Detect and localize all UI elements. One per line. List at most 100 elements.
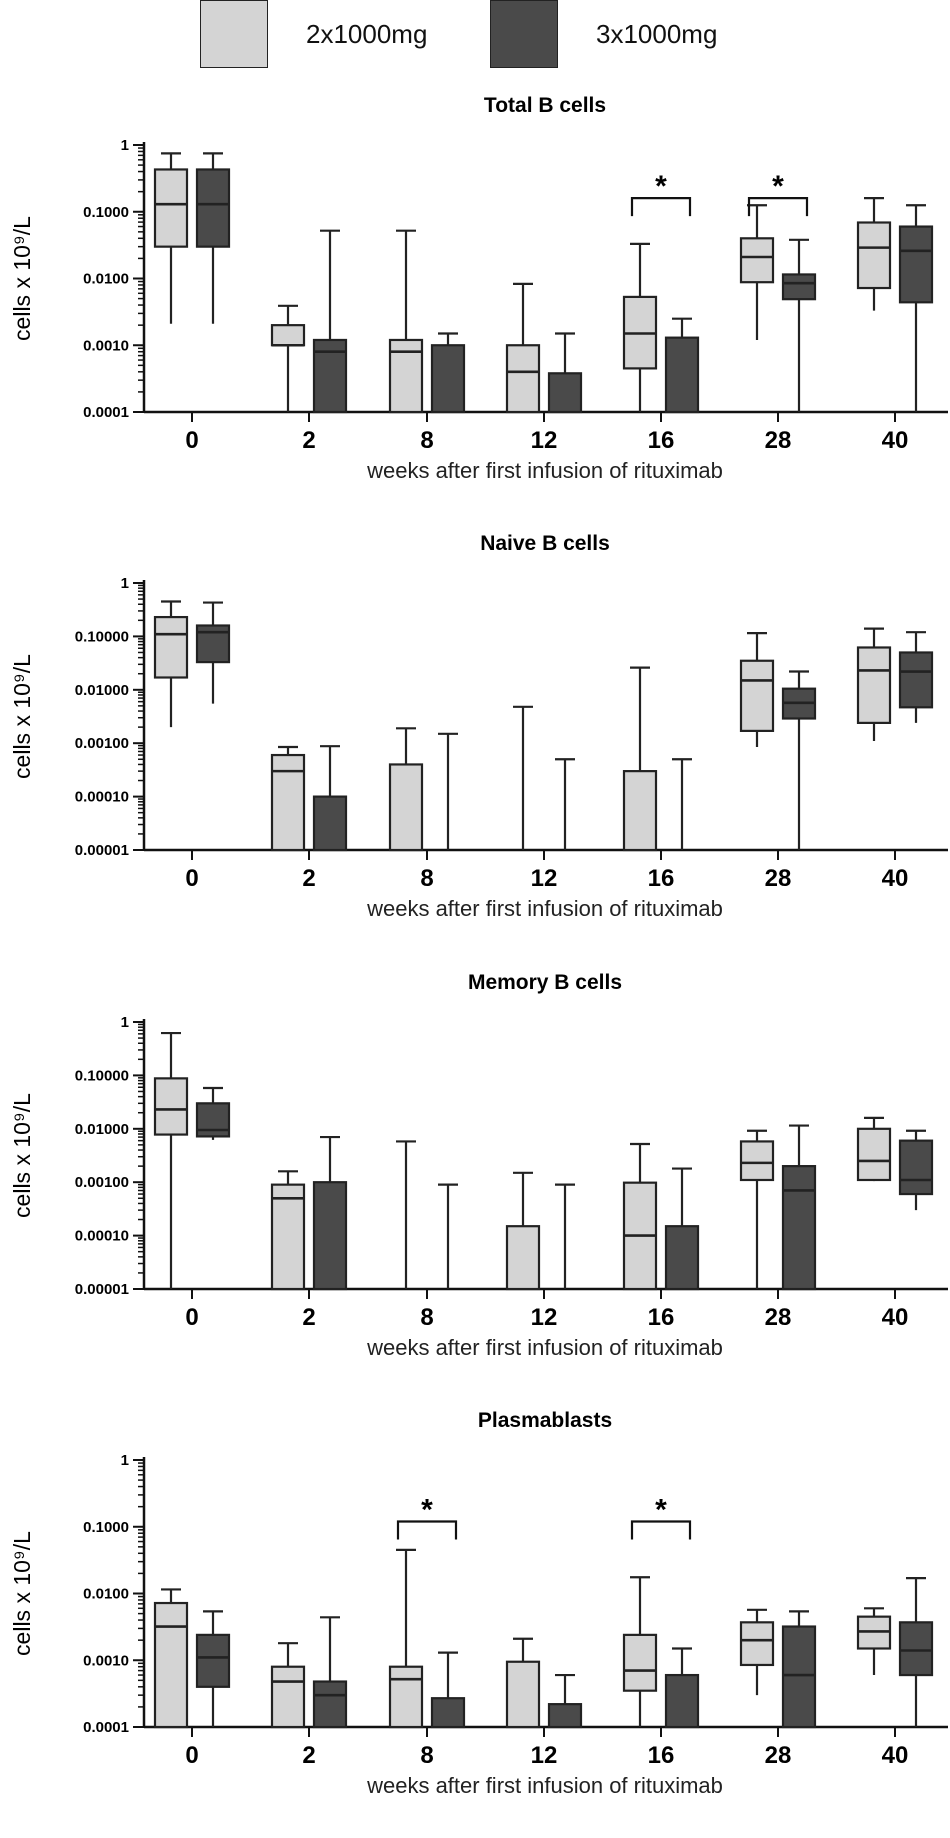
y-tick-label: 0.00100 xyxy=(75,1174,129,1191)
box xyxy=(505,344,541,414)
chart-panel-naive-b-cells: Naive B cells 1 0.10000 0.01000 0.00100 0.000… xyxy=(9,532,948,921)
y-tick-label: 0.0001 xyxy=(83,1719,129,1736)
y-tick-label: 0.0100 xyxy=(83,1586,129,1603)
x-tick-label: 12 xyxy=(531,1742,558,1769)
x-tick-label: 28 xyxy=(765,1304,792,1331)
y-tick-label: 0.01000 xyxy=(75,682,129,699)
box xyxy=(388,763,424,852)
box xyxy=(430,1697,466,1729)
box xyxy=(270,1183,306,1291)
significance-bracket xyxy=(747,197,809,217)
box xyxy=(664,336,700,414)
box xyxy=(270,753,306,852)
box xyxy=(505,1660,541,1729)
chart-title: Memory B cells xyxy=(468,971,622,994)
y-tick-label: 0.0100 xyxy=(83,271,129,288)
x-tick-label: 0 xyxy=(185,427,198,454)
box xyxy=(312,1181,348,1291)
box xyxy=(664,1673,700,1729)
box xyxy=(898,1621,934,1677)
x-tick-label: 2 xyxy=(302,865,315,892)
box xyxy=(781,1625,817,1729)
chart-panel-total-b-cells: Total B cells 1 0.1000 0.0100 0.0010 0.0001 ce… xyxy=(9,94,948,483)
x-tick-label: 40 xyxy=(882,865,909,892)
y-axis-label: cells x 10⁹/L xyxy=(9,1531,35,1656)
box xyxy=(781,273,817,301)
box xyxy=(739,1140,775,1182)
box xyxy=(312,795,348,852)
chart-title: Naive B cells xyxy=(480,532,610,555)
significance-bracket xyxy=(630,1520,692,1540)
x-tick-label: 8 xyxy=(420,865,433,892)
x-tick-label: 0 xyxy=(185,1742,198,1769)
box xyxy=(547,1703,583,1729)
box xyxy=(856,221,892,290)
y-tick-label: 0.0010 xyxy=(83,1652,129,1669)
x-tick-label: 0 xyxy=(185,865,198,892)
box xyxy=(856,646,892,724)
box xyxy=(781,1165,817,1291)
chart-panel-plasmablasts: Plasmablasts 1 0.1000 0.0100 0.0010 0.0001 cel… xyxy=(9,1409,948,1798)
y-tick-label: 1 xyxy=(121,575,129,592)
y-tick-label: 0.10000 xyxy=(75,628,129,645)
x-tick-label: 40 xyxy=(882,1742,909,1769)
x-tick-label: 16 xyxy=(648,1742,675,1769)
significance-star: * xyxy=(772,170,784,203)
y-tick-label: 0.00001 xyxy=(75,1281,129,1298)
y-tick-label: 1 xyxy=(121,1452,129,1469)
y-tick-label: 0.1000 xyxy=(83,204,129,221)
legend-label-2x1000mg: 2x1000mg xyxy=(306,18,428,49)
box xyxy=(739,237,775,284)
box xyxy=(195,1633,231,1688)
box xyxy=(153,1601,189,1729)
y-tick-label: 0.01000 xyxy=(75,1121,129,1138)
x-tick-label: 12 xyxy=(531,427,558,454)
y-tick-label: 0.1000 xyxy=(83,1519,129,1536)
x-tick-label: 16 xyxy=(648,1304,675,1331)
box xyxy=(739,1621,775,1667)
box xyxy=(505,1225,541,1291)
y-tick-label: 0.00100 xyxy=(75,735,129,752)
legend-label-3x1000mg: 3x1000mg xyxy=(596,18,718,49)
y-axis-label: cells x 10⁹/L xyxy=(9,1093,35,1218)
x-tick-label: 12 xyxy=(531,865,558,892)
box xyxy=(195,1102,231,1138)
y-tick-label: 0.10000 xyxy=(75,1067,129,1084)
box xyxy=(622,1633,658,1692)
x-tick-label: 2 xyxy=(302,1304,315,1331)
chart-panel-memory-b-cells: Memory B cells 1 0.10000 0.01000 0.00100 0.00… xyxy=(9,971,948,1360)
x-tick-label: 2 xyxy=(302,427,315,454)
x-tick-label: 40 xyxy=(882,1304,909,1331)
box xyxy=(547,372,583,414)
significance-bracket xyxy=(630,197,692,217)
x-axis-label: weeks after first infusion of rituximab xyxy=(366,1773,723,1798)
x-tick-label: 8 xyxy=(420,1304,433,1331)
significance-bracket xyxy=(396,1520,458,1540)
significance-star: * xyxy=(655,1493,667,1526)
box xyxy=(195,168,231,248)
y-axis-label: cells x 10⁹/L xyxy=(9,654,35,779)
box xyxy=(430,344,466,414)
x-axis-label: weeks after first infusion of rituximab xyxy=(366,458,723,483)
box xyxy=(664,1225,700,1291)
legend-item-3x1000mg: 3x1000mg xyxy=(490,0,717,68)
box xyxy=(622,770,658,852)
y-tick-label: 0.00010 xyxy=(75,789,129,806)
x-tick-label: 8 xyxy=(420,1742,433,1769)
box xyxy=(270,1665,306,1729)
x-tick-label: 8 xyxy=(420,427,433,454)
y-tick-label: 0.00001 xyxy=(75,842,129,859)
box xyxy=(312,1680,348,1729)
box xyxy=(856,1127,892,1182)
box xyxy=(898,1139,934,1196)
box xyxy=(153,615,189,679)
y-tick-label: 0.00010 xyxy=(75,1228,129,1245)
box xyxy=(388,1665,424,1729)
legend-swatch-2x1000mg xyxy=(200,0,268,68)
y-tick-label: 0.0010 xyxy=(83,337,129,354)
x-tick-label: 16 xyxy=(648,865,675,892)
legend-item-2x1000mg: 2x1000mg xyxy=(200,0,427,68)
x-tick-label: 28 xyxy=(765,427,792,454)
box xyxy=(270,324,306,347)
x-tick-label: 0 xyxy=(185,1304,198,1331)
